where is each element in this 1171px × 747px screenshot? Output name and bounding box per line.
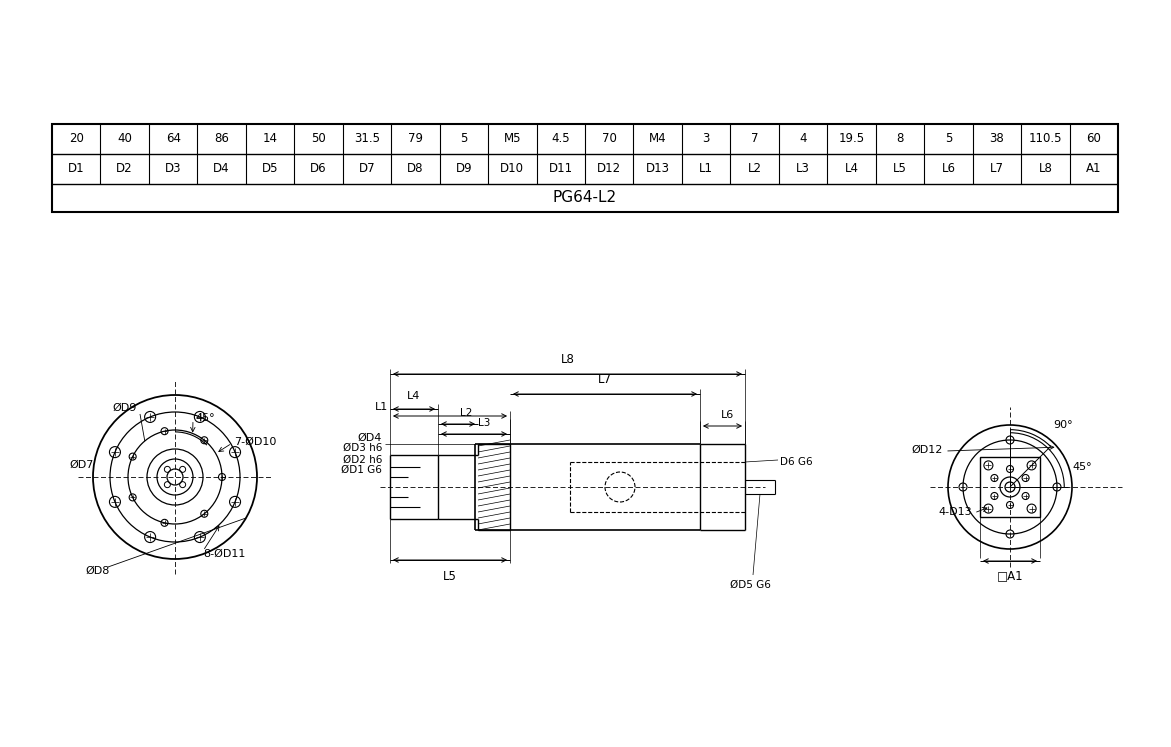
Text: ØD2 h6: ØD2 h6 [343,455,382,465]
Text: D2: D2 [116,163,133,176]
Text: 45°: 45° [1071,462,1091,472]
Text: D8: D8 [408,163,424,176]
Text: L5: L5 [893,163,906,176]
Text: M4: M4 [649,132,666,146]
Text: D3: D3 [165,163,182,176]
Text: 3: 3 [703,132,710,146]
Text: 79: 79 [408,132,423,146]
Text: 4-D13: 4-D13 [938,507,972,517]
Text: 8: 8 [896,132,904,146]
Text: L3: L3 [478,418,491,428]
Text: D5: D5 [262,163,279,176]
Text: L7: L7 [989,163,1004,176]
Text: ØD5 G6: ØD5 G6 [730,580,771,590]
Text: 64: 64 [165,132,180,146]
Text: 60: 60 [1087,132,1101,146]
Text: 110.5: 110.5 [1028,132,1062,146]
Text: ØD3 h6: ØD3 h6 [343,443,382,453]
Text: 7-ØD10: 7-ØD10 [234,437,276,447]
Text: L8: L8 [1039,163,1053,176]
Text: D1: D1 [68,163,84,176]
Text: 7: 7 [751,132,759,146]
Text: L7: L7 [598,373,612,386]
Text: 5: 5 [460,132,467,146]
Text: ØD4: ØD4 [357,433,382,443]
Text: D4: D4 [213,163,230,176]
Text: D9: D9 [456,163,472,176]
Text: 50: 50 [311,132,326,146]
Text: D12: D12 [597,163,622,176]
Text: 40: 40 [117,132,132,146]
Text: ØD9: ØD9 [112,403,137,413]
Text: L2: L2 [460,408,472,418]
Text: 8-ØD11: 8-ØD11 [203,549,246,559]
Text: 45°: 45° [196,413,214,423]
Text: 19.5: 19.5 [838,132,864,146]
Text: L4: L4 [844,163,858,176]
Text: 4: 4 [800,132,807,146]
Text: 70: 70 [602,132,617,146]
Text: L6: L6 [941,163,956,176]
Text: D7: D7 [358,163,375,176]
Text: □A1: □A1 [997,569,1023,582]
Bar [52,124,1118,212]
Text: M5: M5 [504,132,521,146]
Text: L6: L6 [721,410,734,420]
Text: L8: L8 [561,353,575,366]
Text: ØD7: ØD7 [70,460,94,470]
Text: L5: L5 [443,570,457,583]
Text: 90°: 90° [1053,420,1073,430]
Text: A1: A1 [1086,163,1102,176]
Text: L2: L2 [747,163,761,176]
Text: 86: 86 [214,132,230,146]
Text: ØD1 G6: ØD1 G6 [341,465,382,475]
Bar [980,457,1040,517]
Text: D11: D11 [549,163,573,176]
Text: L1: L1 [375,402,388,412]
Text: 14: 14 [262,132,278,146]
Text: D10: D10 [500,163,525,176]
Text: PG64-L2: PG64-L2 [553,190,617,205]
Text: ØD12: ØD12 [912,444,943,455]
Text: 20: 20 [69,132,83,146]
Text: D6 G6: D6 G6 [780,457,813,467]
Text: 38: 38 [989,132,1005,146]
Text: L3: L3 [796,163,810,176]
Text: D13: D13 [645,163,670,176]
Text: 31.5: 31.5 [354,132,379,146]
Text: ØD8: ØD8 [85,566,110,576]
Text: L4: L4 [408,391,420,401]
Text: L1: L1 [699,163,713,176]
Text: 4.5: 4.5 [552,132,570,146]
Text: D6: D6 [310,163,327,176]
Text: 5: 5 [945,132,952,146]
